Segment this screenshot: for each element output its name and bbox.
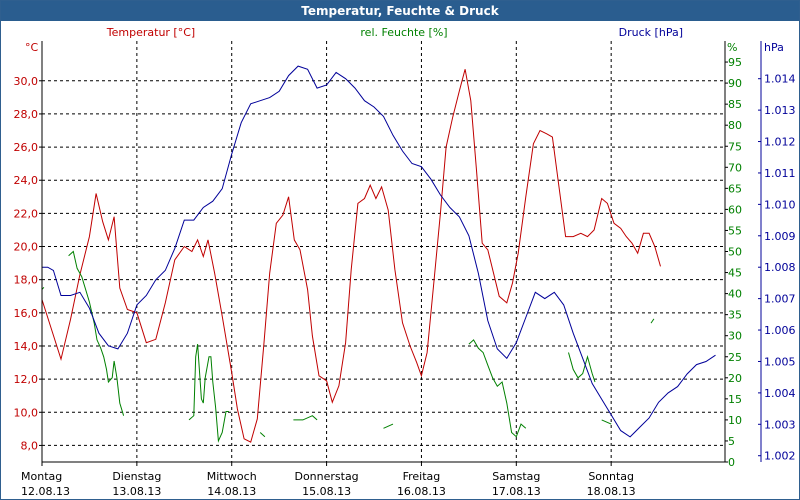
- tick-label-humidity: 5: [728, 435, 735, 448]
- tick-label-temperature: 14,0: [14, 340, 39, 353]
- tick-label-pressure: 1.008: [764, 261, 796, 274]
- series-segment-humidity: [68, 250, 125, 416]
- unit-label-temperature: °C: [25, 41, 39, 54]
- tick-label-humidity: 85: [728, 98, 742, 111]
- tick-label-humidity: 60: [728, 203, 742, 216]
- tick-label-pressure: 1.011: [764, 167, 796, 180]
- tick-label-pressure: 1.006: [764, 324, 796, 337]
- axis-layer: [39, 41, 762, 466]
- tick-label-humidity: 20: [728, 372, 742, 385]
- unit-label-pressure: hPa: [764, 41, 784, 54]
- tick-label-date: 14.08.13: [207, 485, 256, 498]
- tick-label-temperature: 10,0: [14, 406, 39, 419]
- tick-label-day: Dienstag: [112, 470, 161, 483]
- series-segment-humidity: [188, 344, 229, 443]
- tick-label-day: Donnerstag: [294, 470, 358, 483]
- tick-label-date: 17.08.13: [492, 485, 541, 498]
- tick-label-temperature: 8,0: [21, 439, 39, 452]
- tick-label-humidity: 45: [728, 267, 742, 280]
- series-segment-humidity: [293, 415, 318, 421]
- tick-label-pressure: 1.014: [764, 73, 796, 86]
- grid-layer: [42, 41, 725, 462]
- tick-label-temperature: 24,0: [14, 174, 39, 187]
- tick-label-humidity: 90: [728, 77, 742, 90]
- tick-label-date: 18.08.13: [587, 485, 636, 498]
- tick-label-day: Sonntag: [588, 470, 634, 483]
- series-segment-humidity: [259, 432, 266, 438]
- tick-label-day: Montag: [21, 470, 62, 483]
- series-line-temperature: [41, 69, 661, 443]
- series-segment-humidity: [650, 318, 655, 324]
- tick-label-pressure: 1.010: [764, 198, 796, 211]
- tick-label-humidity: 95: [728, 56, 742, 69]
- tick-label-day: Samstag: [492, 470, 540, 483]
- tick-label-temperature: 20,0: [14, 241, 39, 254]
- tick-label-day: Mittwoch: [207, 470, 257, 483]
- series-segment-humidity: [601, 419, 612, 425]
- tick-label-humidity: 40: [728, 288, 742, 301]
- tick-label-humidity: 65: [728, 182, 742, 195]
- tick-label-pressure: 1.004: [764, 387, 796, 400]
- tick-label-date: 12.08.13: [21, 485, 70, 498]
- tick-label-humidity: 25: [728, 351, 742, 364]
- tick-label-pressure: 1.003: [764, 418, 796, 431]
- axis-title-humidity: rel. Feuchte [%]: [360, 26, 447, 39]
- axis-title-temperature: Temperatur [°C]: [106, 26, 195, 39]
- tick-label-humidity: 75: [728, 140, 742, 153]
- series-segment-humidity: [568, 352, 596, 383]
- tick-label-date: 16.08.13: [397, 485, 446, 498]
- tick-label-date: 15.08.13: [302, 485, 351, 498]
- tick-label-pressure: 1.007: [764, 293, 796, 306]
- tick-label-humidity: 15: [728, 393, 742, 406]
- tick-label-pressure: 1.013: [764, 104, 796, 117]
- tick-label-humidity: 80: [728, 119, 742, 132]
- tick-label-humidity: 0: [728, 456, 735, 469]
- series-layer: [41, 65, 716, 443]
- series-segment-humidity: [383, 423, 394, 429]
- tick-label-temperature: 22,0: [14, 207, 39, 220]
- tick-label-humidity: 10: [728, 414, 742, 427]
- tick-label-humidity: 70: [728, 161, 742, 174]
- tick-label-temperature: 18,0: [14, 274, 39, 287]
- tick-label-humidity: 50: [728, 246, 742, 259]
- axis-title-pressure: Druck [hPa]: [619, 26, 683, 39]
- tick-label-pressure: 1.005: [764, 355, 796, 368]
- tick-label-temperature: 30,0: [14, 75, 39, 88]
- tick-label-humidity: 55: [728, 224, 742, 237]
- tick-label-temperature: 16,0: [14, 307, 39, 320]
- series-line-pressure: [42, 65, 716, 438]
- label-layer: 8,0 10,0 12,0 14,0 16,0 18,0 20,0 22,0 24,0 26,0 2…: [14, 26, 796, 498]
- tick-label-day: Freitag: [403, 470, 441, 483]
- tick-label-pressure: 1.012: [764, 136, 796, 149]
- tick-label-pressure: 1.009: [764, 230, 796, 243]
- tick-label-humidity: 35: [728, 309, 742, 322]
- tick-label-pressure: 1.002: [764, 450, 796, 463]
- tick-label-temperature: 12,0: [14, 373, 39, 386]
- series-segment-humidity: [468, 339, 527, 438]
- window-title: Temperatur, Feuchte & Druck: [1, 1, 799, 21]
- unit-label-humidity: %: [727, 41, 737, 54]
- tick-label-date: 13.08.13: [112, 485, 161, 498]
- tick-label-temperature: 28,0: [14, 108, 39, 121]
- tick-label-humidity: 30: [728, 330, 742, 343]
- tick-label-temperature: 26,0: [14, 141, 39, 154]
